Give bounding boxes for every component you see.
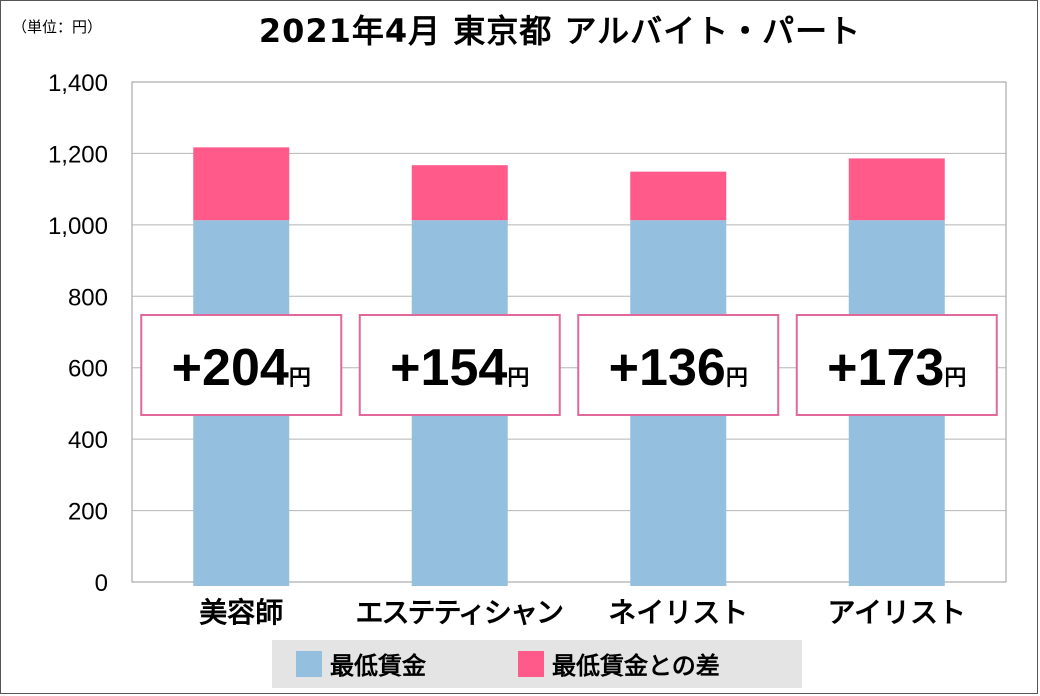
legend-swatch xyxy=(296,651,322,677)
unit-label: （単位：円） xyxy=(12,18,103,36)
bar-difference xyxy=(848,158,945,221)
y-tick-label: 0 xyxy=(95,570,108,597)
plot-area xyxy=(131,81,1007,583)
category-label: 美容師 xyxy=(199,596,283,629)
callout-unit: 円 xyxy=(944,366,966,391)
callout-value: +154 xyxy=(390,339,507,397)
difference-callout-label: +136円 xyxy=(609,339,748,397)
callout-unit: 円 xyxy=(289,366,311,391)
category-label: ネイリスト xyxy=(608,596,748,629)
legend-label: 最低賃金 xyxy=(330,652,427,680)
bar-difference xyxy=(193,147,290,221)
difference-callout-label: +204円 xyxy=(172,339,311,397)
difference-callout-box xyxy=(140,314,343,416)
legend-swatch xyxy=(518,651,544,677)
legend-label: 最低賃金との差 xyxy=(552,652,720,680)
y-tick-label: 600 xyxy=(68,356,108,383)
y-tick-label: 1,400 xyxy=(48,70,108,97)
callout-value: +173 xyxy=(827,339,944,397)
y-tick-label: 400 xyxy=(68,427,108,454)
y-tick-label: 1,200 xyxy=(48,141,108,168)
category-label: アイリスト xyxy=(827,596,966,629)
y-tick-label: 800 xyxy=(68,284,108,311)
callout-value: +204 xyxy=(172,339,289,397)
bar-difference xyxy=(630,171,727,221)
y-tick-label: 1,000 xyxy=(48,213,108,240)
difference-callout-box xyxy=(358,314,561,416)
callout-unit: 円 xyxy=(507,366,529,391)
bar-difference xyxy=(411,165,508,221)
difference-callout-box xyxy=(795,314,998,416)
category-label: エステティシャン xyxy=(356,596,565,629)
callout-unit: 円 xyxy=(726,366,748,391)
difference-callout-label: +173円 xyxy=(827,339,966,397)
callout-value: +136 xyxy=(609,339,726,397)
difference-callout-label: +154円 xyxy=(390,339,529,397)
difference-callout-box xyxy=(577,314,780,416)
y-tick-label: 200 xyxy=(68,499,108,526)
chart-title: 2021年4月 東京都 アルバイト・パート xyxy=(258,12,862,50)
